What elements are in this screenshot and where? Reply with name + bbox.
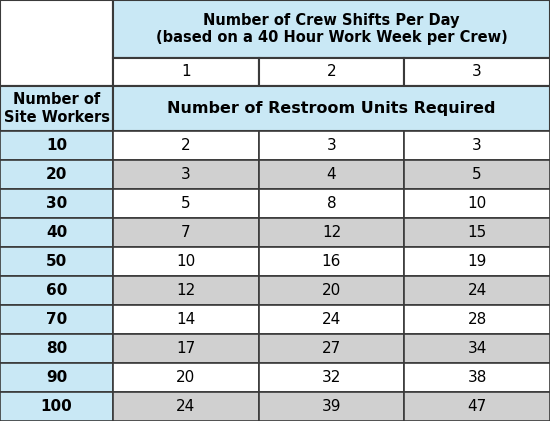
Bar xyxy=(0,276,113,305)
Text: 10: 10 xyxy=(176,254,195,269)
Bar xyxy=(113,276,258,305)
Bar xyxy=(404,160,550,189)
Text: 39: 39 xyxy=(322,399,341,414)
Bar xyxy=(0,0,113,86)
Bar xyxy=(113,160,258,189)
Bar xyxy=(113,334,258,363)
Text: 10: 10 xyxy=(468,196,487,211)
Text: 3: 3 xyxy=(472,64,482,80)
Bar xyxy=(404,131,550,160)
Bar xyxy=(258,189,404,218)
Text: 100: 100 xyxy=(41,399,73,414)
Bar xyxy=(113,58,258,86)
Text: 3: 3 xyxy=(472,138,482,153)
Bar xyxy=(113,305,258,334)
Text: 4: 4 xyxy=(327,167,336,182)
Text: 10: 10 xyxy=(46,138,67,153)
Text: 60: 60 xyxy=(46,283,67,298)
Text: 19: 19 xyxy=(468,254,487,269)
Text: 24: 24 xyxy=(176,399,195,414)
Bar xyxy=(404,363,550,392)
Bar xyxy=(0,363,113,392)
Text: 30: 30 xyxy=(46,196,67,211)
Bar xyxy=(113,189,258,218)
Bar xyxy=(113,86,550,131)
Text: 20: 20 xyxy=(322,283,341,298)
Bar xyxy=(0,247,113,276)
Text: Number of
Site Workers: Number of Site Workers xyxy=(3,92,109,125)
Text: 27: 27 xyxy=(322,341,341,356)
Text: 80: 80 xyxy=(46,341,67,356)
Text: 50: 50 xyxy=(46,254,67,269)
Bar xyxy=(404,392,550,421)
Bar xyxy=(0,218,113,247)
Text: 7: 7 xyxy=(181,225,191,240)
Bar xyxy=(258,276,404,305)
Text: 24: 24 xyxy=(322,312,341,327)
Bar xyxy=(258,160,404,189)
Bar xyxy=(0,334,113,363)
Bar xyxy=(0,392,113,421)
Text: 38: 38 xyxy=(468,370,487,385)
Text: Number of Crew Shifts Per Day
(based on a 40 Hour Work Week per Crew): Number of Crew Shifts Per Day (based on … xyxy=(156,13,507,45)
Text: 28: 28 xyxy=(468,312,487,327)
Bar xyxy=(113,0,550,58)
Text: 90: 90 xyxy=(46,370,67,385)
Bar xyxy=(258,218,404,247)
Text: 12: 12 xyxy=(176,283,195,298)
Text: 2: 2 xyxy=(181,138,191,153)
Text: 12: 12 xyxy=(322,225,341,240)
Text: 1: 1 xyxy=(181,64,191,80)
Bar xyxy=(404,218,550,247)
Text: 5: 5 xyxy=(181,196,191,211)
Bar xyxy=(113,218,258,247)
Bar xyxy=(0,160,113,189)
Bar xyxy=(0,86,113,131)
Bar xyxy=(258,247,404,276)
Text: 20: 20 xyxy=(176,370,195,385)
Text: 47: 47 xyxy=(468,399,487,414)
Bar xyxy=(258,363,404,392)
Bar xyxy=(404,276,550,305)
Bar xyxy=(258,334,404,363)
Bar xyxy=(404,305,550,334)
Bar xyxy=(404,247,550,276)
Text: 5: 5 xyxy=(472,167,482,182)
Text: 3: 3 xyxy=(327,138,337,153)
Bar xyxy=(258,131,404,160)
Bar xyxy=(258,305,404,334)
Text: 16: 16 xyxy=(322,254,341,269)
Bar xyxy=(0,189,113,218)
Text: 20: 20 xyxy=(46,167,67,182)
Text: 3: 3 xyxy=(181,167,191,182)
Bar xyxy=(0,131,113,160)
Bar xyxy=(258,58,404,86)
Bar xyxy=(404,334,550,363)
Bar xyxy=(404,189,550,218)
Text: 70: 70 xyxy=(46,312,67,327)
Text: 24: 24 xyxy=(468,283,487,298)
Text: Number of Restroom Units Required: Number of Restroom Units Required xyxy=(167,101,496,116)
Text: 40: 40 xyxy=(46,225,67,240)
Text: 32: 32 xyxy=(322,370,341,385)
Bar xyxy=(404,58,550,86)
Text: 17: 17 xyxy=(176,341,195,356)
Bar xyxy=(113,392,258,421)
Bar xyxy=(0,305,113,334)
Text: 34: 34 xyxy=(468,341,487,356)
Bar xyxy=(113,131,258,160)
Bar xyxy=(113,363,258,392)
Text: 15: 15 xyxy=(468,225,487,240)
Text: 8: 8 xyxy=(327,196,336,211)
Bar xyxy=(113,247,258,276)
Text: 2: 2 xyxy=(327,64,336,80)
Text: 14: 14 xyxy=(176,312,195,327)
Bar xyxy=(258,392,404,421)
